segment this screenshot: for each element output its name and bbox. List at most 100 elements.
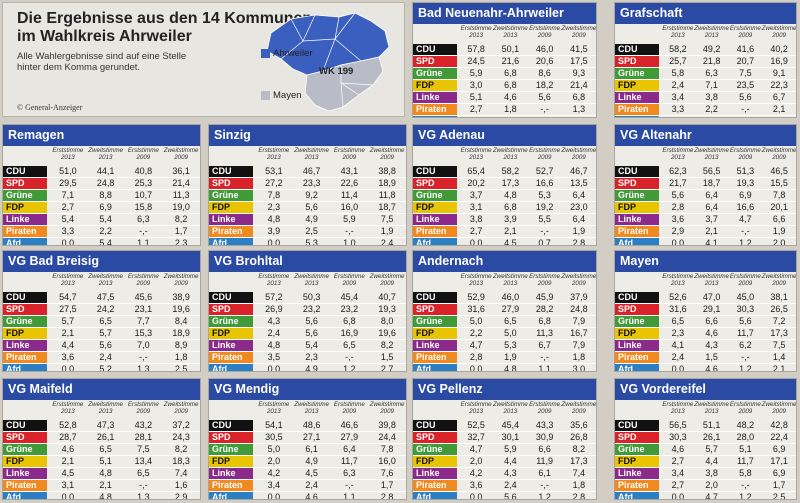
vote-value: 4,5 xyxy=(305,468,318,478)
vote-value: 11,9 xyxy=(536,456,554,466)
vote-value: 6,9 xyxy=(772,468,786,478)
vote-value: 29,5 xyxy=(59,178,77,188)
vote-value: 18,7 xyxy=(378,202,396,212)
vote-value: -,- xyxy=(345,226,354,236)
table-row: CDU 52,6 47,0 45,0 38,1 xyxy=(615,292,796,304)
vote-value: 8,0 xyxy=(380,316,394,326)
party-label: Linke xyxy=(413,340,457,351)
vote-value: 49,2 xyxy=(702,44,721,54)
column-header: Erststimme 2013 xyxy=(52,401,84,415)
table-row: SPD 27,2 23,3 22,6 18,9 xyxy=(209,178,406,190)
vote-value: 5,6 xyxy=(504,492,517,500)
vote-value: 11,7 xyxy=(736,456,754,466)
vote-value: 1,9 xyxy=(380,226,394,236)
vote-value: 0,0 xyxy=(671,492,685,500)
column-headers: Erststimme 2013 Zweitstimme 2013 Erststimm… xyxy=(413,272,596,292)
vote-value: 3,4 xyxy=(267,480,281,490)
vote-value: 51,1 xyxy=(702,420,721,430)
party-label: Linke xyxy=(615,92,659,103)
vote-value: 3,0 xyxy=(572,364,586,372)
vote-value: 10,7 xyxy=(134,190,153,200)
table-row: FDP 2,1 5,1 13,4 18,3 xyxy=(3,456,200,468)
vote-value: 5,9 xyxy=(343,214,356,224)
party-label: SPD xyxy=(413,432,457,443)
constituency-map: Ahrweiler WK 199 Mayen xyxy=(243,11,393,115)
table-row: Piraten 3,5 2,3 -,- 1,5 xyxy=(209,352,406,364)
table-row: FDP 2,3 4,6 11,7 17,3 xyxy=(615,328,796,340)
party-label: CDU xyxy=(3,166,47,177)
table-row: Piraten 3,9 2,5 -,- 1,9 xyxy=(209,226,406,238)
vote-value: 4,3 xyxy=(705,340,718,350)
vote-value: 11,4 xyxy=(340,190,358,200)
vote-value: 27,2 xyxy=(265,178,283,188)
column-header: Zweitstimme 2009 xyxy=(369,401,405,415)
table-row: Linke 4,8 5,4 6,5 8,2 xyxy=(209,340,406,352)
party-label: CDU xyxy=(413,166,457,177)
column-header: Zweitstimme 2009 xyxy=(561,273,597,287)
column-headers: Erststimme 2013 Zweitstimme 2013 Erststimm… xyxy=(413,24,596,44)
vote-value: 24,3 xyxy=(172,432,190,442)
column-headers: Erststimme 2013 Zweitstimme 2013 Erststimm… xyxy=(615,400,796,420)
vote-value: 1,1 xyxy=(538,364,551,372)
party-label: Linke xyxy=(3,340,47,351)
vote-value: 1,5 xyxy=(705,352,718,362)
party-label: Linke xyxy=(209,214,253,225)
party-label: Grüne xyxy=(209,444,253,455)
page-title-line1: Die Ergebnisse aus den 14 Kommunen xyxy=(17,10,313,27)
party-label: CDU xyxy=(615,44,659,55)
vote-value: 9,1 xyxy=(772,68,786,78)
vote-value: 3,9 xyxy=(267,226,281,236)
vote-value: 2,5 xyxy=(305,226,318,236)
vote-value: 3,4 xyxy=(671,468,685,478)
column-header: Zweitstimme 2013 xyxy=(493,273,528,287)
column-header: Zweitstimme 2013 xyxy=(493,401,528,415)
vote-value: 4,1 xyxy=(705,238,718,246)
table-row: Piraten 2,7 2,0 -,- 1,7 xyxy=(615,480,796,492)
table-row: Linke 4,1 4,3 6,2 7,5 xyxy=(615,340,796,352)
vote-value: 3,7 xyxy=(469,190,483,200)
party-label: CDU xyxy=(615,166,659,177)
vote-value: 22,3 xyxy=(770,80,788,90)
vote-value: 2,4 xyxy=(671,352,685,362)
party-label: CDU xyxy=(209,292,253,303)
party-label: Piraten xyxy=(413,480,457,491)
vote-value: 9,2 xyxy=(305,190,318,200)
vote-value: 5,1 xyxy=(469,92,483,102)
vote-value: 4,9 xyxy=(305,364,318,372)
vote-value: 6,9 xyxy=(739,190,752,200)
vote-value: 0,0 xyxy=(267,364,281,372)
column-header: Erststimme 2009 xyxy=(127,147,159,161)
vote-value: 6,5 xyxy=(671,316,685,326)
table-row: Linke 3,4 3,8 5,6 6,7 xyxy=(615,92,796,104)
vote-value: 18,2 xyxy=(535,80,554,90)
table-row: Afd 0,0 5,6 1,2 2,8 xyxy=(413,492,596,500)
vote-value: 1,8 xyxy=(174,352,188,362)
vote-value: 1,9 xyxy=(772,226,786,236)
vote-value: 4,1 xyxy=(671,340,685,350)
vote-value: 7,7 xyxy=(137,316,150,326)
result-table: VG Adenau Erststimme 2013 Zweitstimme 2013… xyxy=(412,124,597,246)
vote-value: 6,9 xyxy=(772,444,786,454)
vote-value: 5,1 xyxy=(99,456,112,466)
vote-value: 18,3 xyxy=(172,456,190,466)
party-label: Piraten xyxy=(413,226,457,237)
municipality-name: VG Altenahr xyxy=(615,125,796,146)
party-label: Grüne xyxy=(615,68,659,79)
party-label: Afd xyxy=(3,364,47,371)
rounding-note: Alle Wahlergebnisse sind auf eine Stelle… xyxy=(17,51,187,73)
table-row: Afd 0,0 4,1 1,2 2,0 xyxy=(615,238,796,246)
vote-value: 2,8 xyxy=(469,352,483,362)
vote-value: 21,4 xyxy=(570,80,588,90)
vote-value: 19,0 xyxy=(172,202,190,212)
table-row: CDU 52,8 47,3 43,2 37,2 xyxy=(3,420,200,432)
vote-value: 13,5 xyxy=(570,178,588,188)
vote-value: 2,7 xyxy=(61,202,75,212)
vote-value: 5,3 xyxy=(504,340,517,350)
vote-value: 6,6 xyxy=(772,214,786,224)
party-label: Piraten xyxy=(209,352,253,363)
vote-value: 19,3 xyxy=(736,178,755,188)
table-row: FDP 2,7 6,9 15,8 19,0 xyxy=(3,202,200,214)
column-header: Erststimme 2013 xyxy=(460,273,492,287)
table-row: FDP 2,8 6,4 16,6 20,1 xyxy=(615,202,796,214)
party-label: FDP xyxy=(3,456,47,467)
